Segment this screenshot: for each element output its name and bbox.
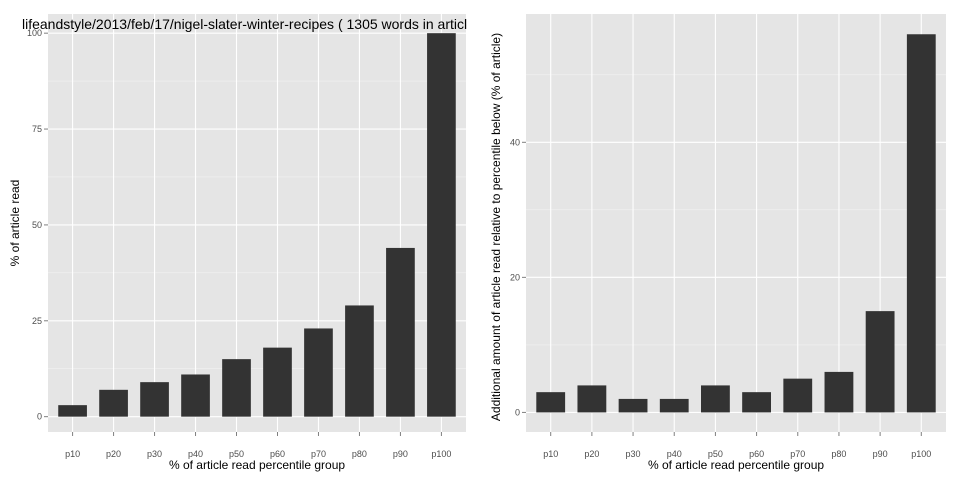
right-x-tick-label: p100 <box>911 449 931 459</box>
left-bar-p100 <box>427 33 456 417</box>
right-y-tick-label: 0 <box>515 407 520 417</box>
right-bar-p20 <box>577 385 607 413</box>
left-bars <box>58 33 456 417</box>
left-bar-p10 <box>58 405 87 417</box>
right-x-tick-label: p90 <box>873 449 888 459</box>
right-x-axis-ticks: p10 p20 p30 p40 p50 p60 p70 p80 p90 p100 <box>543 432 931 459</box>
right-x-tick-label: p70 <box>790 449 805 459</box>
right-bar-p80 <box>824 371 854 413</box>
left-x-tick-label: p100 <box>431 449 451 459</box>
right-bar-p90 <box>865 311 895 413</box>
left-bar-p40 <box>181 374 210 417</box>
left-y-axis-title: % of article read <box>8 180 22 267</box>
right-x-tick-label: p80 <box>831 449 846 459</box>
left-bar-p60 <box>263 347 292 417</box>
right-bar-p60 <box>742 392 771 413</box>
right-bar-p50 <box>701 385 730 413</box>
left-y-tick-label: 25 <box>32 316 42 326</box>
left-x-tick-label: p40 <box>188 449 203 459</box>
left-x-axis-title: % of article read percentile group <box>169 458 345 472</box>
right-bar-p70 <box>783 378 813 413</box>
right-y-axis-ticks: 0 20 40 <box>510 137 526 417</box>
left-bar-p20 <box>99 389 128 417</box>
right-bar-p40 <box>659 398 689 413</box>
left-y-axis-ticks: 0 25 50 75 100 <box>27 28 48 422</box>
right-chart: 0 20 40 p10 p20 p30 p40 p50 p60 p70 p80 p90 p100 % … <box>489 14 946 472</box>
left-bar-p30 <box>140 382 169 417</box>
right-y-tick-label: 40 <box>510 137 520 147</box>
right-y-axis-title: Additional amount of article read relati… <box>489 33 503 421</box>
left-x-tick-label: p90 <box>393 449 408 459</box>
right-x-tick-label: p30 <box>626 449 641 459</box>
right-x-tick-label: p20 <box>584 449 599 459</box>
left-y-tick-label: 75 <box>32 124 42 134</box>
left-chart-title: lifeandstyle/2013/feb/17/nigel-slater-wi… <box>22 16 467 32</box>
left-x-tick-label: p30 <box>147 449 162 459</box>
right-x-tick-label: p60 <box>749 449 764 459</box>
left-y-tick-label: 100 <box>27 28 42 38</box>
right-bar-p100 <box>906 34 936 413</box>
left-bar-p50 <box>222 359 251 417</box>
left-y-tick-label: 50 <box>32 220 42 230</box>
left-x-tick-label: p70 <box>311 449 326 459</box>
left-bar-p90 <box>386 247 415 417</box>
left-x-tick-label: p50 <box>229 449 244 459</box>
right-y-tick-label: 20 <box>510 272 520 282</box>
right-x-tick-label: p40 <box>667 449 682 459</box>
right-x-tick-label: p10 <box>543 449 558 459</box>
left-x-tick-label: p60 <box>270 449 285 459</box>
right-bar-p10 <box>536 392 566 413</box>
left-x-tick-label: p10 <box>65 449 80 459</box>
left-y-tick-label: 0 <box>37 412 42 422</box>
left-x-tick-label: p80 <box>352 449 367 459</box>
left-x-tick-label: p20 <box>106 449 121 459</box>
right-x-axis-title: % of article read percentile group <box>648 458 824 472</box>
left-bar-p70 <box>304 328 333 417</box>
left-bar-p80 <box>345 305 374 417</box>
left-x-axis-ticks: p10 p20 p30 p40 p50 p60 p70 p80 p90 p100 <box>65 432 451 459</box>
right-bars <box>536 34 936 413</box>
right-bar-p30 <box>618 398 648 413</box>
right-x-tick-label: p50 <box>708 449 723 459</box>
